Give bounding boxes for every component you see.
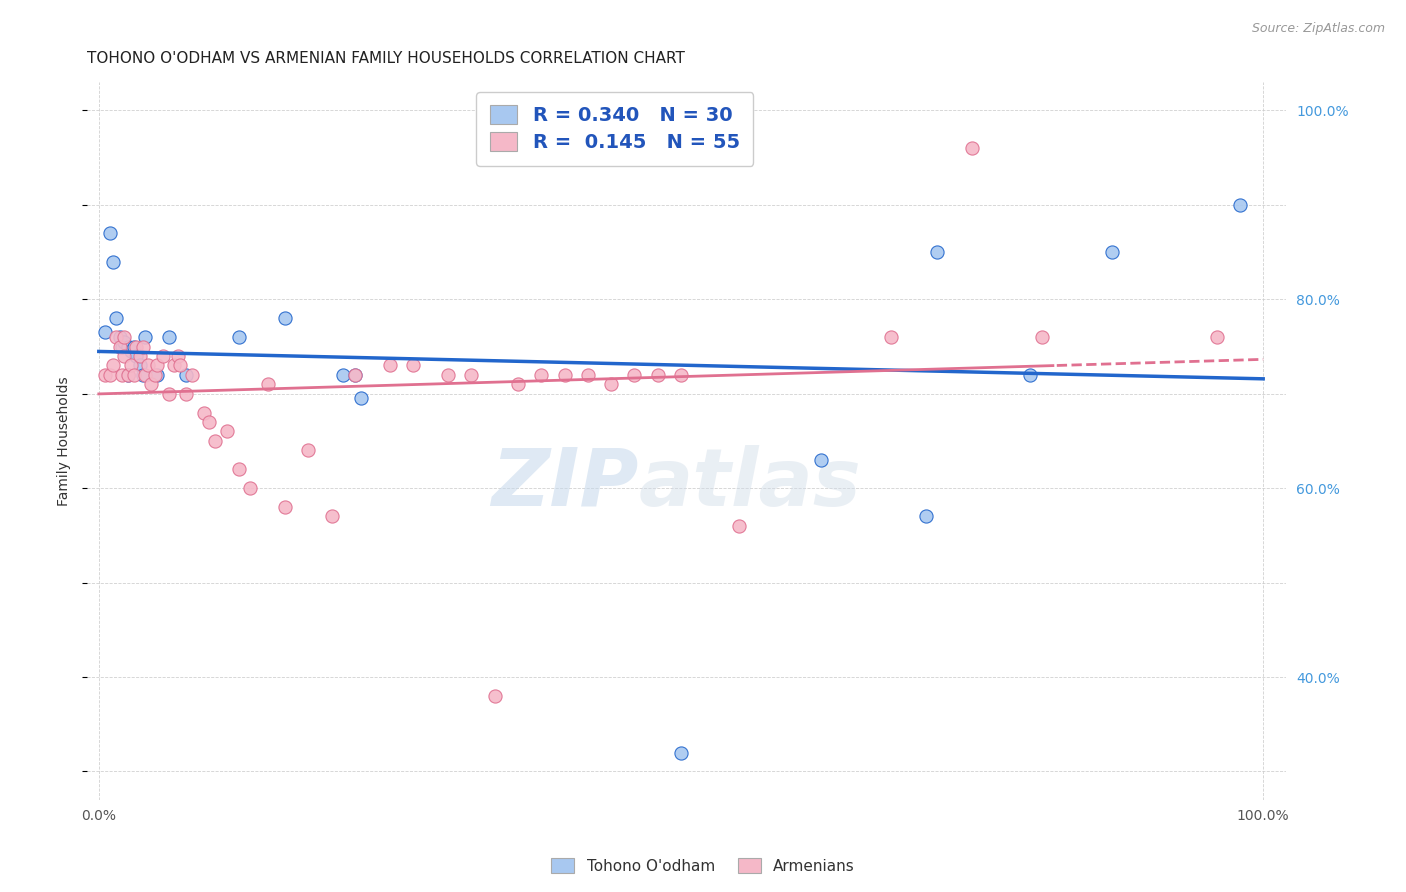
Point (105, 330, 128, 344)
Point (117, 339, 139, 353)
Point (174, 368, 197, 382)
Point (134, 368, 156, 382)
Point (1205, 330, 1227, 344)
Point (100, 368, 122, 382)
Text: Source: ZipAtlas.com: Source: ZipAtlas.com (1251, 22, 1385, 36)
Point (141, 377, 163, 392)
Point (1031, 330, 1053, 344)
Point (193, 406, 215, 420)
Point (167, 349, 190, 363)
Point (647, 368, 669, 382)
Point (554, 368, 576, 382)
Point (506, 377, 529, 392)
Point (350, 392, 373, 406)
Point (728, 519, 751, 533)
Point (174, 386, 197, 401)
Point (120, 344, 142, 359)
Legend: Tohono O'odham, Armenians: Tohono O'odham, Armenians (546, 852, 860, 880)
Point (204, 434, 226, 448)
Point (136, 359, 159, 373)
Text: TOHONO O'ODHAM VS ARMENIAN FAMILY HOUSEHOLDS CORRELATION CHART: TOHONO O'ODHAM VS ARMENIAN FAMILY HOUSEH… (87, 51, 685, 66)
Point (669, 746, 692, 760)
Point (1229, 198, 1251, 212)
Point (111, 368, 134, 382)
Point (152, 349, 174, 363)
Point (122, 368, 145, 382)
Point (169, 359, 191, 373)
Point (321, 509, 343, 524)
Point (105, 311, 128, 326)
Point (101, 254, 124, 268)
Point (332, 368, 354, 382)
Point (108, 339, 131, 353)
Y-axis label: Family Households: Family Households (58, 376, 72, 506)
Point (198, 415, 221, 429)
Point (402, 359, 425, 373)
Point (117, 368, 139, 382)
Point (437, 368, 460, 382)
Point (239, 481, 262, 495)
Text: atlas: atlas (638, 445, 862, 523)
Point (112, 334, 135, 349)
Point (100, 226, 122, 240)
Point (669, 368, 692, 382)
Point (134, 330, 156, 344)
Point (914, 509, 936, 524)
Point (128, 359, 150, 373)
Point (960, 141, 983, 155)
Point (274, 500, 297, 514)
Point (181, 368, 204, 382)
Point (93, 368, 115, 382)
Point (146, 359, 169, 373)
Point (93, 326, 115, 340)
Point (343, 368, 366, 382)
Point (343, 368, 366, 382)
Point (122, 339, 145, 353)
Point (111, 339, 134, 353)
Point (228, 330, 250, 344)
Point (927, 245, 949, 260)
Point (120, 359, 142, 373)
Point (132, 339, 155, 353)
Point (101, 359, 124, 373)
Point (274, 311, 297, 326)
Point (623, 368, 645, 382)
Point (132, 368, 155, 382)
Legend: R = 0.340   N = 30, R =  0.145   N = 55: R = 0.340 N = 30, R = 0.145 N = 55 (477, 92, 754, 166)
Point (378, 359, 401, 373)
Point (163, 359, 186, 373)
Point (256, 377, 278, 392)
Point (879, 330, 901, 344)
Point (112, 330, 135, 344)
Point (157, 386, 180, 401)
Point (215, 425, 238, 439)
Point (117, 368, 139, 382)
Point (1101, 245, 1123, 260)
Point (128, 349, 150, 363)
Point (157, 330, 180, 344)
Point (112, 349, 135, 363)
Point (108, 330, 131, 344)
Point (228, 462, 250, 476)
Text: ZIP: ZIP (492, 445, 638, 523)
Point (125, 349, 148, 363)
Point (125, 339, 148, 353)
Point (146, 368, 169, 382)
Point (1019, 368, 1042, 382)
Point (810, 453, 832, 467)
Point (576, 368, 599, 382)
Point (143, 368, 166, 382)
Point (484, 689, 506, 703)
Point (600, 377, 623, 392)
Point (460, 368, 482, 382)
Point (530, 368, 553, 382)
Point (297, 443, 319, 458)
